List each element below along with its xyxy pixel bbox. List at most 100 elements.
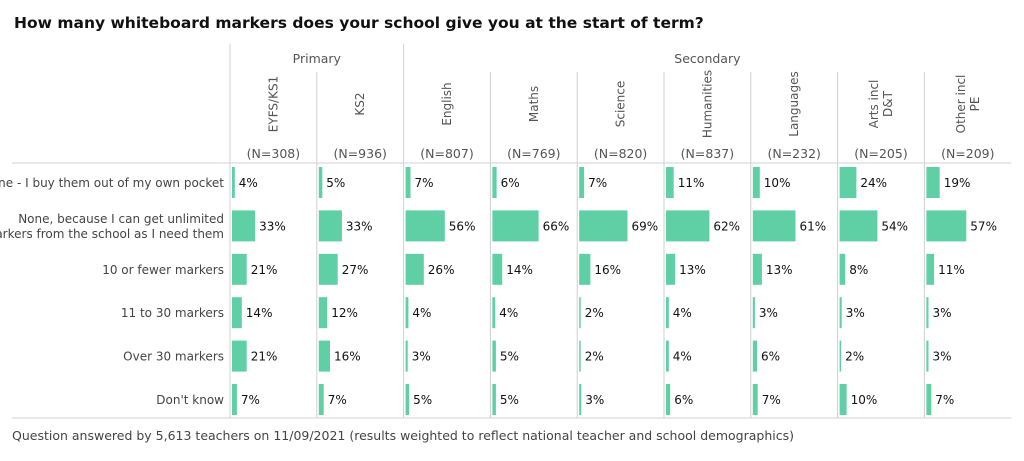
- bar-value-label: 4%: [673, 350, 692, 364]
- bar: [666, 253, 676, 285]
- column-header-label: D&T: [881, 90, 895, 117]
- bar: [839, 167, 857, 198]
- bar: [492, 340, 496, 372]
- column-header-label: EYFS/KS1: [266, 76, 280, 132]
- bar: [666, 297, 669, 329]
- bar: [579, 210, 628, 242]
- row-label: markers from the school as I need them: [0, 227, 224, 241]
- bar: [752, 384, 758, 415]
- bar-value-label: 3%: [759, 306, 778, 320]
- bar-value-label: 13%: [679, 263, 706, 277]
- row-label: Over 30 markers: [123, 350, 224, 364]
- column-n-label: (N=820): [594, 146, 647, 161]
- bar: [579, 340, 581, 372]
- bar: [839, 340, 842, 372]
- bar-value-label: 10%: [851, 393, 878, 407]
- bar-value-label: 5%: [326, 176, 345, 190]
- bar: [926, 210, 967, 242]
- bar: [232, 167, 235, 198]
- bar: [839, 297, 842, 329]
- bar: [492, 297, 496, 329]
- bar: [318, 340, 330, 372]
- chart-title: How many whiteboard markers does your sc…: [14, 14, 704, 32]
- bar: [579, 167, 585, 198]
- row-label: None - I buy them out of my own pocket: [0, 176, 224, 190]
- column-header-label: English: [440, 82, 454, 125]
- bar-value-label: 16%: [594, 263, 621, 277]
- bar: [926, 340, 929, 372]
- bar: [666, 340, 669, 372]
- bar-value-label: 7%: [935, 393, 954, 407]
- bar-value-label: 14%: [246, 306, 273, 320]
- bar-value-label: 2%: [585, 306, 604, 320]
- bar-value-label: 33%: [259, 219, 286, 233]
- bar: [839, 210, 878, 242]
- column-header-label: Science: [614, 81, 628, 128]
- bar-value-label: 14%: [506, 263, 533, 277]
- bar: [232, 384, 237, 415]
- bar: [752, 340, 757, 372]
- bar-value-label: 16%: [334, 350, 361, 364]
- bar-value-label: 62%: [713, 219, 740, 233]
- bar: [926, 253, 935, 285]
- bar: [492, 167, 497, 198]
- bar-value-label: 5%: [500, 393, 519, 407]
- bar: [405, 253, 424, 285]
- bar-value-label: 2%: [585, 350, 604, 364]
- column-header-label: Other incl: [954, 75, 968, 134]
- bar-value-label: 21%: [251, 263, 278, 277]
- bar-value-label: 4%: [239, 176, 258, 190]
- bar-value-label: 2%: [845, 350, 864, 364]
- bar: [405, 297, 409, 329]
- bar: [579, 384, 582, 415]
- bar-value-label: 7%: [415, 176, 434, 190]
- bar-value-label: 5%: [500, 350, 519, 364]
- bar: [232, 340, 247, 372]
- bar: [926, 297, 929, 329]
- bar: [232, 210, 256, 242]
- bar-value-label: 3%: [412, 350, 431, 364]
- bar: [839, 253, 846, 285]
- column-n-label: (N=807): [420, 146, 473, 161]
- bar-value-label: 5%: [413, 393, 432, 407]
- bar-value-label: 4%: [412, 306, 431, 320]
- column-n-label: (N=205): [854, 146, 907, 161]
- bar-value-label: 27%: [342, 263, 369, 277]
- bar-value-label: 61%: [800, 219, 827, 233]
- bar-value-label: 19%: [944, 176, 971, 190]
- bar-value-label: 33%: [346, 219, 373, 233]
- bar-value-label: 7%: [762, 393, 781, 407]
- column-n-label: (N=209): [941, 146, 994, 161]
- column-header-label: Arts incl: [867, 80, 881, 129]
- column-n-label: (N=837): [681, 146, 734, 161]
- column-n-label: (N=232): [767, 146, 820, 161]
- bar: [318, 297, 328, 329]
- bar: [318, 253, 338, 285]
- column-header-label: PE: [968, 97, 982, 112]
- bar: [666, 384, 671, 415]
- bar: [232, 297, 242, 329]
- bar-value-label: 24%: [860, 176, 887, 190]
- bar-value-label: 11%: [678, 176, 705, 190]
- bar: [579, 297, 581, 329]
- row-label: Don't know: [156, 393, 224, 407]
- chart-footer: Question answered by 5,613 teachers on 1…: [12, 428, 794, 443]
- bar-value-label: 10%: [764, 176, 791, 190]
- row-label: 11 to 30 markers: [121, 306, 224, 320]
- group-header-secondary: Secondary: [674, 51, 741, 66]
- bar: [752, 253, 762, 285]
- bar: [405, 340, 408, 372]
- bar: [752, 167, 760, 198]
- bar-value-label: 11%: [938, 263, 965, 277]
- bar: [318, 210, 342, 242]
- bar: [492, 253, 503, 285]
- column-n-label: (N=936): [333, 146, 386, 161]
- column-header-label: Languages: [787, 71, 801, 136]
- bar: [579, 253, 591, 285]
- column-n-label: (N=769): [507, 146, 560, 161]
- bar-value-label: 57%: [970, 219, 997, 233]
- bar-value-label: 21%: [251, 350, 278, 364]
- bar-value-label: 4%: [499, 306, 518, 320]
- bar: [318, 167, 323, 198]
